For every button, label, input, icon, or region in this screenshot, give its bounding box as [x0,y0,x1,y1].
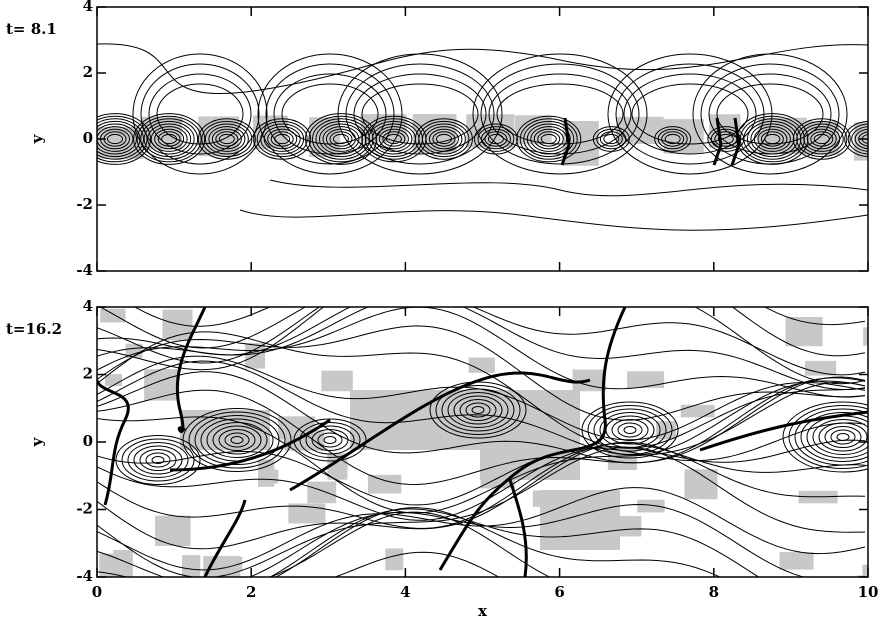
contour-line [97,226,865,301]
y-axis-label: y [28,133,46,144]
refinement-patch [780,552,814,570]
y-tick-label: -4 [76,567,93,585]
contour-line [624,427,636,434]
x-tick-label: 2 [246,583,256,601]
contour-line [122,439,194,481]
contour-line [813,420,873,455]
contour-line [270,180,868,196]
x-tick-label: 6 [554,583,564,601]
refinement-patch [684,469,717,499]
refinement-patch [616,516,641,536]
y-tick-label: -4 [76,261,93,279]
y-tick-label: 4 [83,0,93,15]
refinement-patch [627,371,664,388]
refinement-patch [540,490,620,550]
contour-line [819,423,867,451]
x-tick-label: 4 [400,583,410,601]
x-tick-label: 8 [709,583,719,601]
y-tick-label: 0 [83,432,93,450]
y-tick-label: 2 [83,63,93,81]
contour-line [837,434,849,441]
refinement-patch [637,500,664,513]
contour-line [795,409,885,465]
contour-line [473,54,647,174]
y-tick-label: -2 [76,195,93,213]
contour-line [489,74,631,154]
refinement-patch [368,475,401,494]
contour-line [497,84,623,144]
refinement-patch [681,405,715,418]
refinement-patch [805,361,836,376]
x-tick-label: 0 [92,583,102,601]
annotation: t=16.2 [6,320,62,338]
contour-line [831,430,855,444]
refinement-patch [259,470,278,484]
contour-line [146,453,170,467]
contour-line [324,437,336,444]
refinement-patch [862,565,885,585]
refinement-patch [321,371,352,392]
contour-line [240,210,868,230]
y-tick-label: 0 [83,129,93,147]
x-tick-label: 10 [858,583,879,601]
contour-line [608,54,772,174]
y-tick-label: 2 [83,365,93,383]
contour-line [618,423,642,437]
contour-field [80,44,885,230]
refinement-patch [385,548,403,570]
refinement-patch [307,482,336,504]
y-axis-label: y [28,436,46,447]
refinement-patch [863,327,885,345]
refinement-patch [100,309,125,323]
refinement-patch [155,516,191,546]
contour-field [97,226,885,623]
annotation: t= 8.1 [6,20,57,38]
x-axis-label: x [478,602,488,620]
contour-line [97,307,865,397]
y-tick-label: 4 [83,297,93,315]
contour-line [783,402,885,472]
y-tick-label: -2 [76,500,93,518]
contour-line [97,231,865,326]
